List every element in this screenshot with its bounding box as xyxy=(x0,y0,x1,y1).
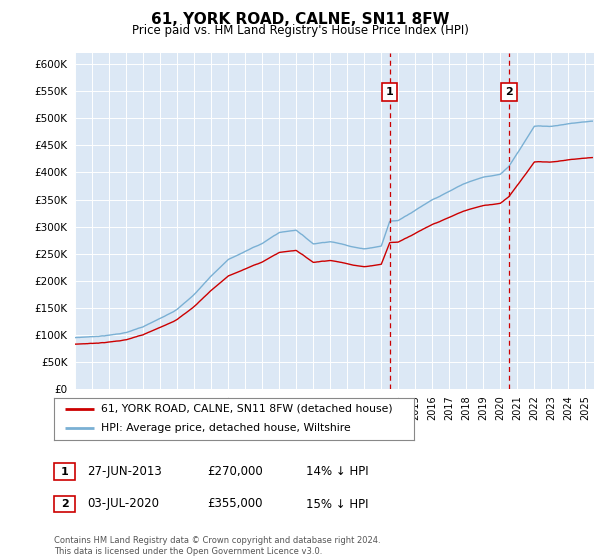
Text: Contains HM Land Registry data © Crown copyright and database right 2024.
This d: Contains HM Land Registry data © Crown c… xyxy=(54,536,380,556)
Text: 61, YORK ROAD, CALNE, SN11 8FW (detached house): 61, YORK ROAD, CALNE, SN11 8FW (detached… xyxy=(101,404,392,414)
Text: Price paid vs. HM Land Registry's House Price Index (HPI): Price paid vs. HM Land Registry's House … xyxy=(131,24,469,37)
Text: 2: 2 xyxy=(61,499,68,509)
Text: 61, YORK ROAD, CALNE, SN11 8FW: 61, YORK ROAD, CALNE, SN11 8FW xyxy=(151,12,449,27)
Text: £270,000: £270,000 xyxy=(207,465,263,478)
Text: £355,000: £355,000 xyxy=(207,497,263,511)
Text: 1: 1 xyxy=(61,466,68,477)
Text: HPI: Average price, detached house, Wiltshire: HPI: Average price, detached house, Wilt… xyxy=(101,423,350,433)
Text: 1: 1 xyxy=(386,87,394,97)
Text: 27-JUN-2013: 27-JUN-2013 xyxy=(87,465,162,478)
Text: 2: 2 xyxy=(505,87,513,97)
Text: 15% ↓ HPI: 15% ↓ HPI xyxy=(306,497,368,511)
Text: 14% ↓ HPI: 14% ↓ HPI xyxy=(306,465,368,478)
Text: 03-JUL-2020: 03-JUL-2020 xyxy=(87,497,159,511)
